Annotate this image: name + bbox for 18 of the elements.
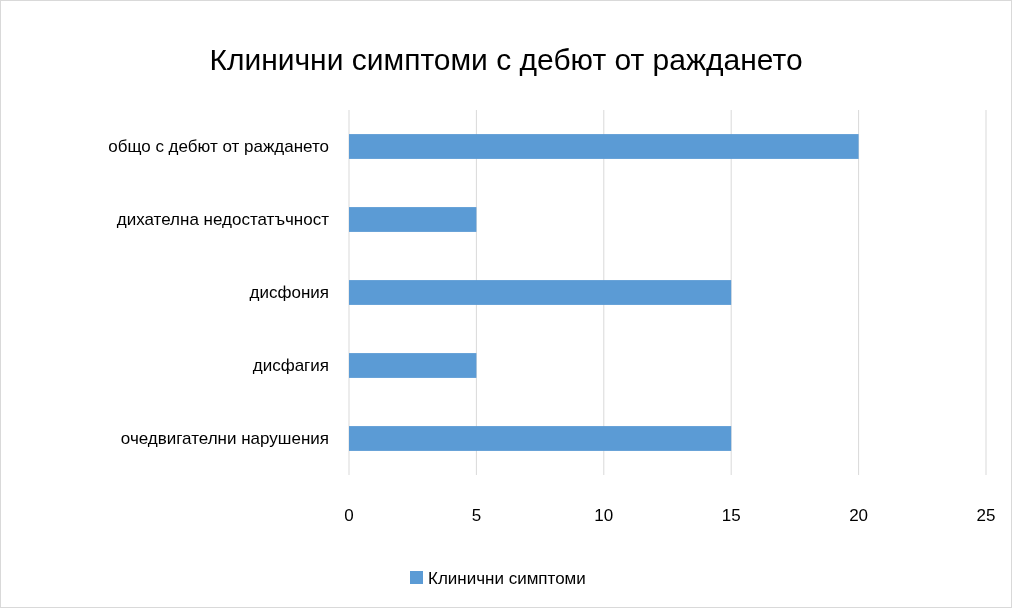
bar xyxy=(349,134,859,159)
y-tick-label: дисфония xyxy=(249,283,329,303)
y-tick-label: дисфагия xyxy=(252,356,329,376)
y-tick-label: очедвигателни нарушения xyxy=(120,429,329,449)
bar xyxy=(349,426,732,451)
x-tick-label: 5 xyxy=(471,505,482,525)
x-tick-label: 20 xyxy=(849,505,869,525)
bar xyxy=(349,353,477,378)
bar xyxy=(349,280,732,305)
y-tick-label: общо с дебют от раждането xyxy=(108,137,329,157)
x-tick-label: 10 xyxy=(594,505,614,525)
legend-label: Клинични симптоми xyxy=(428,568,586,588)
x-tick-label: 0 xyxy=(344,505,354,525)
bar xyxy=(349,207,477,232)
chart-title: Клинични симптоми с дебют от раждането xyxy=(209,43,803,76)
x-tick-label: 15 xyxy=(721,505,741,525)
y-tick-label: дихателна недостатъчност xyxy=(116,210,330,230)
x-tick-label: 25 xyxy=(976,505,996,525)
